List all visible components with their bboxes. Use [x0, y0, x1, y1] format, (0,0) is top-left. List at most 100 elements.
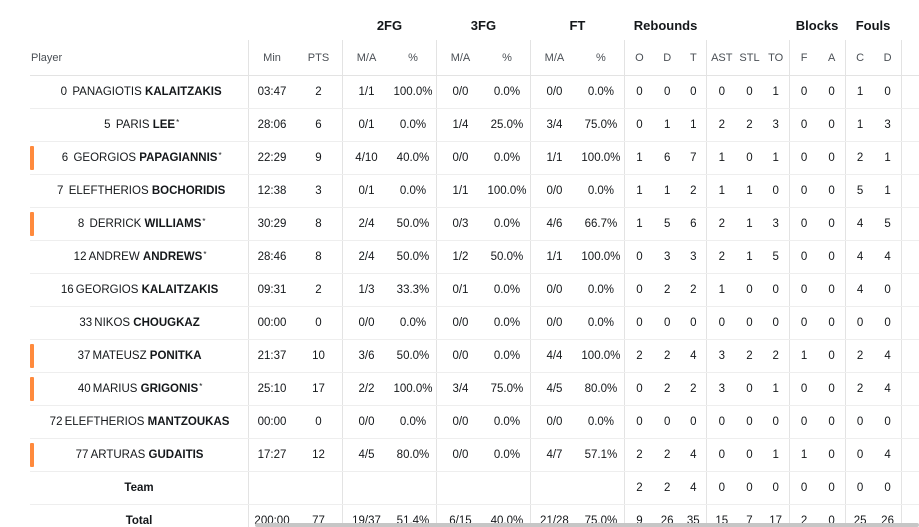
player-row[interactable]: 6 GEORGIOS PAPAGIANNIS* 22:29 9 4/10 40.0% 0/0…: [30, 141, 919, 175]
player-cell[interactable]: 40 MARIUS GRIGONIS*: [30, 372, 249, 406]
player-first-name: PARIS: [115, 119, 150, 131]
player-row[interactable]: 7 ELEFTHERIOS BOCHORIDIS 12:38 3 0/1 0.0% 1/1 1…: [30, 174, 919, 208]
stat-pir: 86: [900, 504, 919, 527]
player-cell[interactable]: 37 MATEUSZ PONITKA: [30, 339, 249, 373]
player-first-name: PANAGIOTIS: [72, 86, 142, 98]
stat-2fg-pct: 0.0%: [390, 405, 437, 439]
stat-3fg-ma: 0/0: [435, 438, 484, 472]
stat-3fg-pct: 0.0%: [483, 339, 531, 373]
player-cell[interactable]: 12 ANDREW ANDREWS*: [30, 240, 249, 274]
stat-blk-against: 0: [818, 174, 846, 208]
stat-blk-against: 0: [818, 405, 846, 439]
stat-fouls-committed: 0: [844, 306, 875, 340]
stat-fouls-drawn: 0: [874, 75, 902, 109]
group-header-blocks: Blocks: [795, 17, 839, 33]
stat-blk-against: 0: [818, 339, 846, 373]
player-cell[interactable]: 5 PARIS LEE*: [30, 108, 249, 142]
horizontal-scrollbar[interactable]: [255, 523, 919, 527]
stat-pir: 4: [900, 471, 919, 505]
player-last-name: ANDREWS: [142, 251, 203, 263]
group-header-ft: FT: [569, 17, 586, 33]
stat-reb-def: 0: [653, 405, 681, 439]
player-first-name: ANDREW: [88, 251, 140, 263]
player-row[interactable]: 0 PANAGIOTIS KALAITZAKIS 03:47 2 1/1 100.0% 0/…: [30, 75, 919, 109]
stat-fouls-drawn: 0: [874, 306, 902, 340]
player-number: 40: [77, 383, 91, 395]
player-row[interactable]: 16 GEORGIOS KALAITZAKIS 09:31 2 1/3 33.3% 0/1 0…: [30, 273, 919, 307]
player-row[interactable]: 37 MATEUSZ PONITKA 21:37 10 3/6 50.0% 0/0 0.0% 4…: [30, 339, 919, 373]
stat-fouls-committed: 5: [844, 174, 875, 208]
group-header-fouls: Fouls: [855, 17, 891, 33]
player-row[interactable]: 33 NIKOS CHOUGKAZ 00:00 0 0/0 0.0% 0/0 0.0% 0/0 0…: [30, 306, 919, 340]
stat-reb-def: 0: [653, 75, 681, 109]
player-last-name: WILLIAMS: [144, 218, 202, 230]
player-cell[interactable]: 16 GEORGIOS KALAITZAKIS: [30, 273, 249, 307]
player-cell[interactable]: 0 PANAGIOTIS KALAITZAKIS: [30, 75, 249, 109]
stat-ft-pct: 0.0%: [577, 174, 625, 208]
stat-to: 0: [762, 405, 790, 439]
stat-2fg-pct: 50.0%: [390, 207, 437, 241]
stat-stl: 0: [736, 273, 763, 307]
stat-2fg-ma: 2/4: [342, 207, 390, 241]
col-header-min: Min: [248, 40, 295, 76]
player-last-name: LEE: [152, 119, 176, 131]
stat-fouls-committed: 2: [844, 141, 875, 175]
stat-reb-def: 1: [653, 174, 681, 208]
stat-blk-against: 0: [818, 75, 846, 109]
starter-indicator: [30, 377, 34, 401]
col-header-ast: AST: [706, 40, 737, 76]
stat-reb-def: 5: [653, 207, 681, 241]
player-first-name: ELEFTHERIOS: [68, 185, 149, 197]
stat-reb-tot: 2: [680, 174, 707, 208]
stat-blk-against: 0: [818, 438, 846, 472]
stat-to: 3: [762, 108, 790, 142]
stat-stl: 0: [736, 141, 763, 175]
stat-reb-def: 2: [653, 273, 681, 307]
group-header-rebounds: Rebounds: [633, 17, 698, 33]
stat-ast: 3: [706, 372, 737, 406]
player-mark: *: [199, 382, 203, 391]
stat-reb-tot: 7: [680, 141, 707, 175]
stat-to: 0: [762, 306, 790, 340]
stat-min: 22:29: [248, 141, 295, 175]
stat-stl: 2: [736, 108, 763, 142]
stat-reb-off: 0: [623, 75, 654, 109]
player-row[interactable]: 77 ARTURAS GUDAITIS 17:27 12 4/5 80.0% 0/0 0.0%…: [30, 438, 919, 472]
stat-ft-ma: 4/4: [529, 339, 578, 373]
player-row[interactable]: 12 ANDREW ANDREWS* 28:46 8 2/4 50.0% 1/2 50.0% 1…: [30, 240, 919, 274]
player-row[interactable]: 5 PARIS LEE* 28:06 6 0/1 0.0% 1/4 25.0% 3/4 75.0%…: [30, 108, 919, 142]
stat-2fg-pct: 0.0%: [390, 306, 437, 340]
player-cell[interactable]: 8 DERRICK WILLIAMS*: [30, 207, 249, 241]
starter-indicator: [30, 443, 34, 467]
player-row[interactable]: 40 MARIUS GRIGONIS* 25:10 17 2/2 100.0% 3/4 75.…: [30, 372, 919, 406]
stat-fouls-committed: 2: [844, 372, 875, 406]
player-cell[interactable]: 7 ELEFTHERIOS BOCHORIDIS: [30, 174, 249, 208]
stat-blk-for: 1: [788, 438, 819, 472]
player-last-name: BOCHORIDIS: [151, 185, 226, 197]
player-row[interactable]: 8 DERRICK WILLIAMS* 30:29 8 2/4 50.0% 0/3 0.0% 4…: [30, 207, 919, 241]
stat-3fg-pct: 0.0%: [483, 141, 531, 175]
player-last-name: GUDAITIS: [148, 449, 204, 461]
stat-fouls-drawn: 4: [874, 339, 902, 373]
stat-pts: 17: [295, 372, 343, 406]
starter-indicator: [30, 344, 34, 368]
player-cell[interactable]: 77 ARTURAS GUDAITIS: [30, 438, 249, 472]
stat-reb-def: 6: [653, 141, 681, 175]
stat-pts: 3: [295, 174, 343, 208]
player-row[interactable]: 72 ELEFTHERIOS MANTZOUKAS 00:00 0 0/0 0.0% 0/0…: [30, 405, 919, 439]
player-cell[interactable]: 33 NIKOS CHOUGKAZ: [30, 306, 249, 340]
player-cell[interactable]: 72 ELEFTHERIOS MANTZOUKAS: [30, 405, 249, 439]
stat-ft-ma: 4/5: [529, 372, 578, 406]
stat-ft-ma: 4/7: [529, 438, 578, 472]
stat-min: 00:00: [248, 405, 295, 439]
stat-ft-pct: 0.0%: [577, 75, 625, 109]
stat-fouls-drawn: 1: [874, 141, 902, 175]
stat-to: 3: [762, 207, 790, 241]
stat-3fg-ma: 0/0: [435, 75, 484, 109]
stat-blk-for: 0: [788, 405, 819, 439]
stat-pir: 21: [900, 372, 919, 406]
player-last-name: KALAITZAKIS: [141, 284, 219, 296]
stat-blk-for: 0: [788, 240, 819, 274]
player-cell[interactable]: 6 GEORGIOS PAPAGIANNIS*: [30, 141, 249, 175]
starter-indicator: [30, 146, 34, 170]
